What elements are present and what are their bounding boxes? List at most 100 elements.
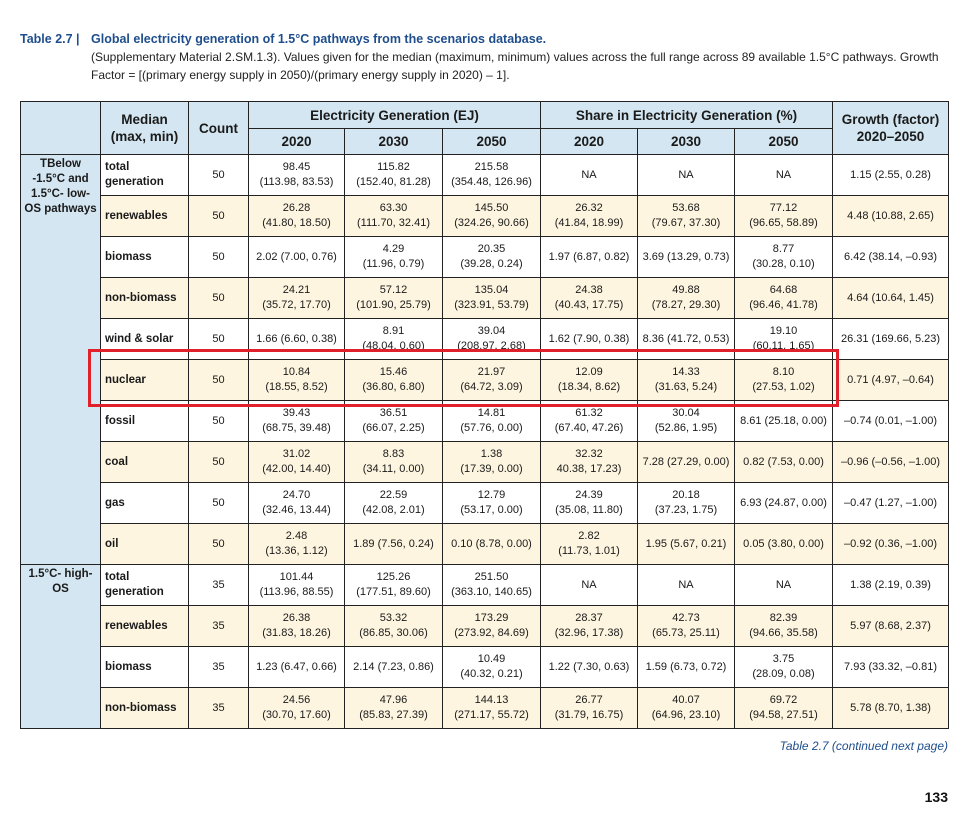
range-value: 40.38, 17.23) — [556, 463, 622, 475]
range-value: (113.98, 83.53) — [259, 176, 334, 188]
value-cell: 19.10 (60.11, 1.65) — [733, 318, 834, 360]
value-cell: 2.48 (13.36, 1.12) — [248, 523, 345, 565]
median-value: 3.75 — [772, 653, 795, 665]
median-value: 36.51 — [379, 407, 408, 419]
value-cell: 10.49 (40.32, 0.21) — [442, 646, 541, 688]
count-cell: 50 — [188, 318, 249, 360]
range-value: (32.96, 17.38) — [554, 627, 624, 639]
value-cell: 82.39 (94.66, 35.58) — [733, 605, 834, 647]
growth-cell: 1.38 (2.19, 0.39) — [832, 564, 950, 606]
range-value: (13.36, 1.12) — [265, 545, 328, 557]
median-value: 24.38 — [575, 284, 603, 296]
value-cell: 47.96 (85.83, 27.39) — [344, 687, 443, 729]
table-row: renewables 35 26.38 (31.83, 18.26) 53.32 (86.… — [21, 605, 950, 647]
table-label: Table 2.7 | — [20, 32, 80, 46]
range-value: (324.26, 90.66) — [454, 217, 529, 229]
value-cell: NA — [540, 564, 638, 606]
category-cell: renewables — [100, 195, 189, 237]
median-value: 30.04 — [672, 407, 700, 419]
median-value: NA — [775, 168, 792, 181]
median-value: 215.58 — [474, 161, 509, 173]
median-value: 53.32 — [379, 612, 408, 624]
value-cell: 3.75 (28.09, 0.08) — [733, 646, 834, 688]
range-value: (78.27, 29.30) — [651, 299, 721, 311]
value-cell: 14.33 (31.63, 5.24) — [637, 359, 735, 401]
value-cell: 2.14 (7.23, 0.86) — [344, 646, 443, 688]
median-value: 2.48 — [285, 530, 308, 542]
range-value: (11.73, 1.01) — [558, 545, 620, 557]
value-cell: 32.32 40.38, 17.23) — [540, 441, 638, 483]
value-cell: 7.28 (27.29, 0.00) — [637, 441, 735, 483]
count-cell: 35 — [188, 687, 249, 729]
growth-cell: –0.47 (1.27, –1.00) — [832, 482, 950, 524]
median-value: 135.04 — [474, 284, 509, 296]
count-cell: 50 — [188, 482, 249, 524]
header-share-2030: 2030 — [637, 128, 735, 155]
range-value: (36.80, 6.80) — [362, 381, 425, 393]
range-value: (94.66, 35.58) — [749, 627, 818, 639]
count-cell: 50 — [188, 236, 249, 278]
value-cell: 24.56 (30.70, 17.60) — [248, 687, 345, 729]
category-cell: nuclear — [100, 359, 189, 401]
value-cell: 57.12 (101.90, 25.79) — [344, 277, 443, 319]
count-cell: 50 — [188, 154, 249, 196]
value-cell: 24.39 (35.08, 11.80) — [540, 482, 638, 524]
count-cell: 50 — [188, 441, 249, 483]
count-cell: 50 — [188, 400, 249, 442]
range-value: (42.08, 2.01) — [362, 504, 425, 516]
value-cell: 24.38 (40.43, 17.75) — [540, 277, 638, 319]
category-cell: biomass — [100, 236, 189, 278]
value-cell: 3.69 (13.29, 0.73) — [637, 236, 735, 278]
median-value: 14.81 — [477, 407, 506, 419]
median-value: 26.32 — [575, 202, 603, 214]
value-cell: 1.89 (7.56, 0.24) — [344, 523, 443, 565]
median-value: 0.10 (8.78, 0.00) — [451, 537, 532, 550]
range-value: (41.80, 18.50) — [262, 217, 331, 229]
table-row: biomass 35 1.23 (6.47, 0.66) 2.14 (7.23, 0.… — [21, 646, 950, 688]
value-cell: 20.35 (39.28, 0.24) — [442, 236, 541, 278]
value-cell: NA — [733, 154, 834, 196]
median-value: NA — [678, 168, 694, 181]
median-value: 26.28 — [282, 202, 311, 214]
value-cell: 145.50 (324.26, 90.66) — [442, 195, 541, 237]
value-cell: 115.82 (152.40, 81.28) — [344, 154, 443, 196]
median-value: 22.59 — [379, 489, 408, 501]
value-cell: 0.82 (7.53, 0.00) — [733, 441, 834, 483]
value-cell: 1.97 (6.87, 0.82) — [540, 236, 638, 278]
growth-cell: 6.42 (38.14, –0.93) — [832, 236, 950, 278]
range-value: (65.73, 25.11) — [652, 627, 720, 639]
median-value: 63.30 — [379, 202, 408, 214]
median-value: 1.22 (7.30, 0.63) — [548, 660, 630, 673]
count-cell: 35 — [188, 605, 249, 647]
range-value: (48.04, 0.60) — [362, 340, 425, 352]
range-value: (31.79, 16.75) — [554, 709, 624, 721]
median-value: 8.83 — [382, 448, 405, 460]
value-cell: 24.21 (35.72, 17.70) — [248, 277, 345, 319]
category-cell: renewables — [100, 605, 189, 647]
median-value: 1.38 — [480, 448, 503, 460]
growth-cell: –0.96 (–0.56, –1.00) — [832, 441, 950, 483]
median-value: 47.96 — [379, 694, 408, 706]
range-value: (86.85, 30.06) — [359, 627, 428, 639]
median-value: 20.18 — [672, 489, 700, 501]
median-value: 40.07 — [672, 694, 700, 706]
median-value: 49.88 — [672, 284, 700, 296]
median-value: NA — [581, 168, 597, 181]
range-value: (27.53, 1.02) — [752, 381, 815, 393]
header-count: Count — [188, 101, 249, 155]
count-cell: 50 — [188, 277, 249, 319]
value-cell: 12.79 (53.17, 0.00) — [442, 482, 541, 524]
value-cell: 2.02 (7.00, 0.76) — [248, 236, 345, 278]
median-value: 32.32 — [575, 448, 603, 460]
range-value: (101.90, 25.79) — [356, 299, 431, 311]
value-cell: 22.59 (42.08, 2.01) — [344, 482, 443, 524]
median-value: 1.95 (5.67, 0.21) — [645, 537, 727, 550]
value-cell: 53.32 (86.85, 30.06) — [344, 605, 443, 647]
median-value: 0.82 (7.53, 0.00) — [743, 455, 824, 468]
value-cell: 1.59 (6.73, 0.72) — [637, 646, 735, 688]
range-value: (96.65, 58.89) — [749, 217, 818, 229]
continued-note: Table 2.7 (continued next page) — [779, 739, 948, 753]
value-cell: 20.18 (37.23, 1.75) — [637, 482, 735, 524]
median-value: 61.32 — [575, 407, 603, 419]
median-value: 77.12 — [769, 202, 798, 214]
